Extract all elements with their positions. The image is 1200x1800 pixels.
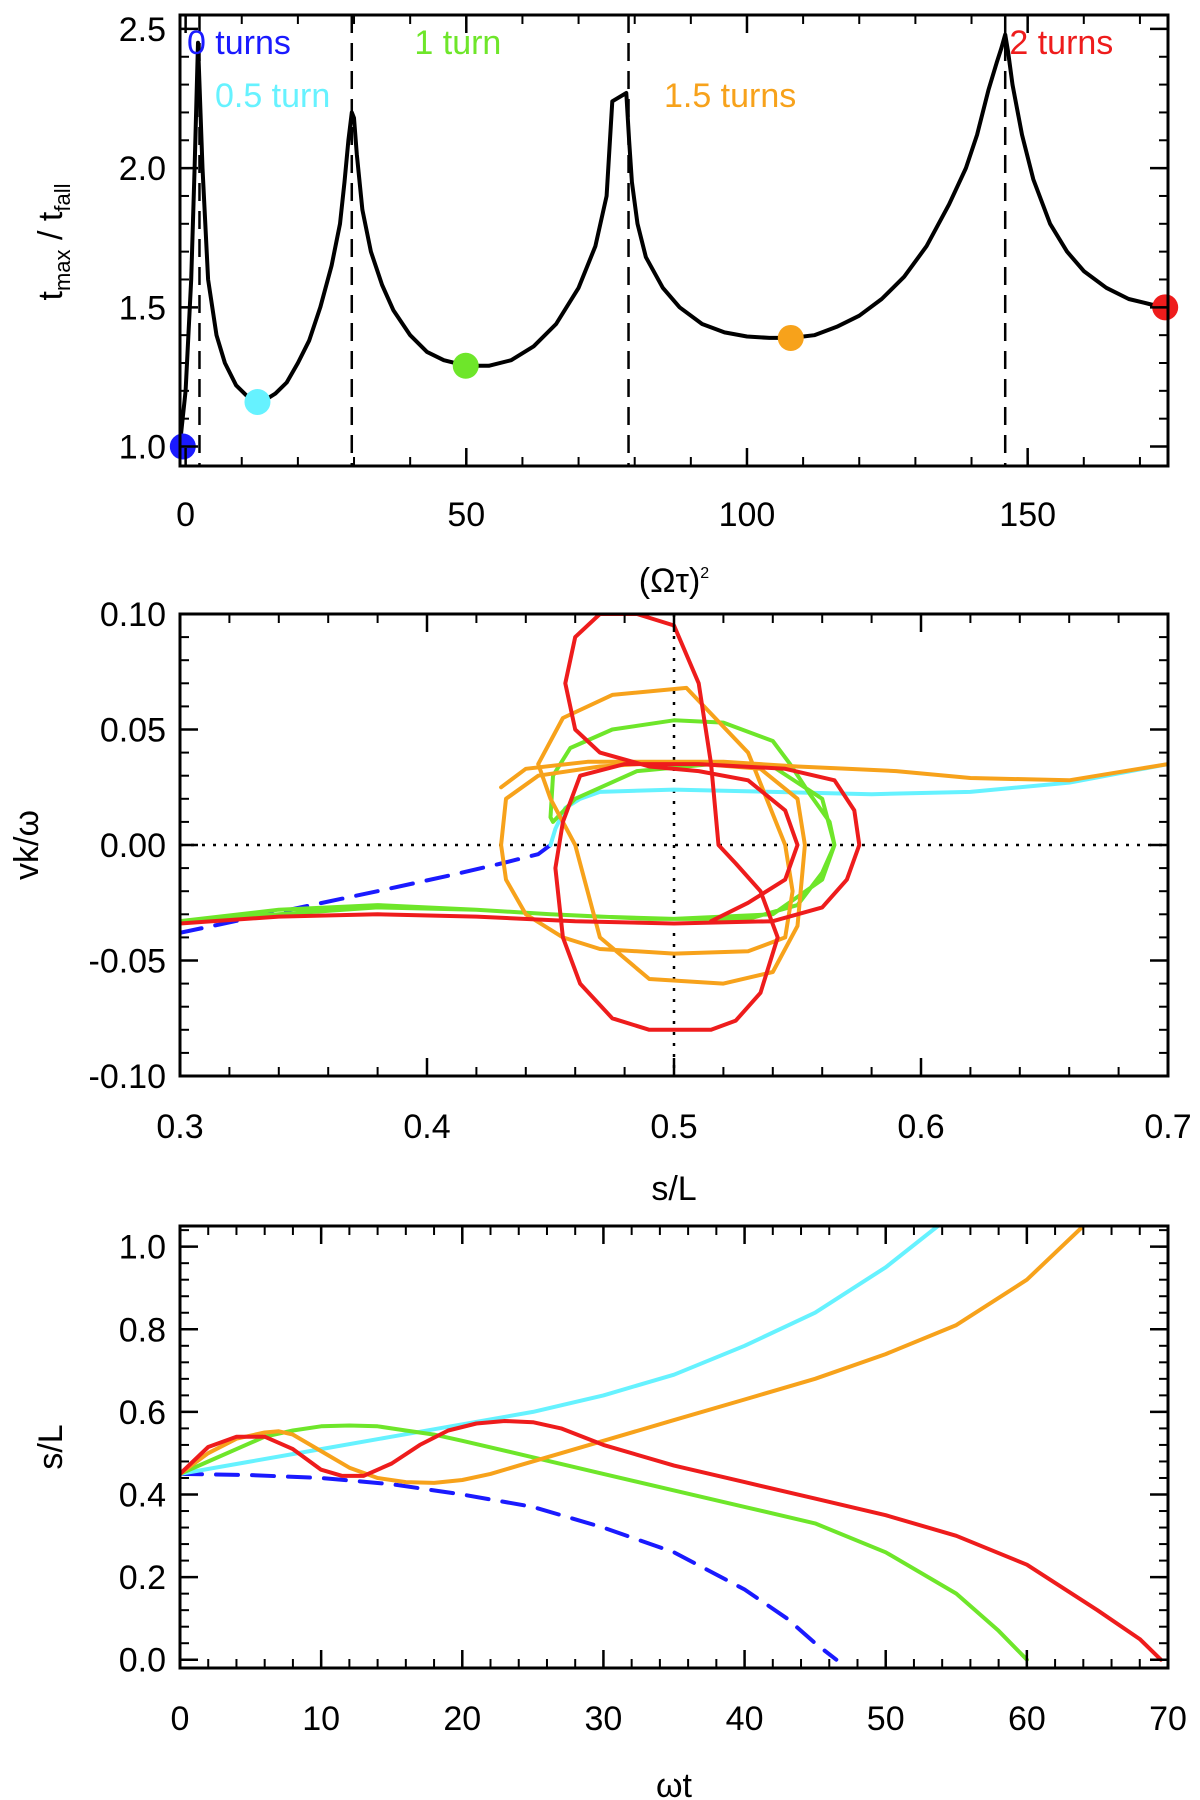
- bottom-x-tick-label: 10: [302, 1700, 340, 1738]
- middle-x-tick-label: 0.3: [156, 1108, 203, 1146]
- panel-bottom-chart: ωt s/L 0 10 20 30 40 50 60 70 0.0 0.2 0.4 0.6 0.8 1.0: [32, 1224, 1187, 1800]
- middle-series-green-line: [180, 718, 837, 924]
- bottom-series-orange-line: [180, 1226, 1086, 1485]
- bottom-x-tick-label: 50: [867, 1700, 905, 1738]
- bottom-x-tick-label: 20: [443, 1700, 481, 1738]
- top-x-tick-label: 50: [447, 496, 485, 534]
- top-y-tick-label: 2.0: [119, 150, 166, 188]
- bottom-plot-area: [180, 1226, 1163, 1662]
- top-marker-orange: [777, 324, 804, 351]
- bottom-x-tick-label: 40: [726, 1700, 764, 1738]
- middle-y-tick-label: 0.10: [100, 596, 166, 634]
- top-series-black-line: [180, 32, 1168, 446]
- top-x-tick-label: 0: [176, 496, 195, 534]
- middle-x-tick-label: 0.4: [403, 1108, 450, 1146]
- top-marker-green: [452, 352, 479, 379]
- middle-y-tick-label: 0.05: [100, 712, 166, 750]
- middle-y-tick-label: 0.00: [100, 827, 166, 865]
- top-x-axis-label: (Ωτ)2: [639, 562, 710, 600]
- middle-x-tick-label: 0.5: [650, 1108, 697, 1146]
- bottom-series-red-line: [180, 1419, 1163, 1662]
- bottom-plot-frame: [178, 1224, 1170, 1670]
- top-annotation-label: 1.5 turns: [664, 77, 796, 115]
- panel-top-chart: 0 turns 1 turn 0.5 turn 1.5 turns 2 turns (Ω…: [32, 11, 1179, 600]
- middle-x-axis-label: s/L: [651, 1170, 696, 1208]
- bottom-x-tick-label: 60: [1008, 1700, 1046, 1738]
- middle-y-tick-label: -0.10: [89, 1058, 167, 1096]
- bottom-y-tick-label: 0.2: [119, 1559, 166, 1597]
- top-y-tick-label: 2.5: [119, 11, 166, 49]
- bottom-series-blue-line: [180, 1471, 839, 1662]
- middle-plot-area: [180, 614, 1168, 1076]
- middle-x-tick-label: 0.6: [897, 1108, 944, 1146]
- top-y-axis-label: tmax / tfall: [32, 184, 75, 301]
- bottom-y-axis-label: s/L: [32, 1424, 70, 1469]
- bottom-x-tick-label: 0: [171, 1700, 190, 1738]
- bottom-series-cyan-line: [180, 1226, 940, 1476]
- top-marker-cyan: [244, 388, 271, 415]
- middle-x-tick-label: 0.7: [1144, 1108, 1191, 1146]
- middle-series-red-line: [180, 614, 862, 1032]
- bottom-x-tick-label: 70: [1149, 1700, 1187, 1738]
- bottom-y-tick-label: 0.0: [119, 1642, 166, 1680]
- middle-y-tick-label: -0.05: [89, 943, 167, 981]
- top-plot-frame: [178, 13, 1170, 468]
- bottom-y-tick-label: 0.4: [119, 1477, 166, 1515]
- top-x-tick-label: 150: [999, 496, 1056, 534]
- top-y-tick-label: 1.0: [119, 429, 166, 467]
- top-annotation-label: 0.5 turn: [215, 77, 330, 115]
- bottom-y-tick-label: 0.8: [119, 1311, 166, 1349]
- bottom-x-tick-label: 30: [585, 1700, 623, 1738]
- middle-y-axis-label: vk/ω: [8, 810, 46, 880]
- top-annotation-label: 1 turn: [414, 24, 501, 62]
- top-annotation-label: 0 turns: [187, 24, 291, 62]
- top-x-tick-label: 100: [719, 496, 776, 534]
- bottom-y-tick-label: 1.0: [119, 1229, 166, 1267]
- middle-series-blue-line: [180, 843, 553, 935]
- panel-middle-chart: s/L vk/ω 0.3 0.4 0.5 0.6 0.7 -0.10 -0.05 0.00 0.…: [8, 596, 1192, 1208]
- bottom-x-axis-label: ωt: [656, 1767, 693, 1800]
- bottom-series-green-line: [180, 1423, 1029, 1662]
- top-annotation-label: 2 turns: [1009, 24, 1113, 62]
- top-y-tick-label: 1.5: [119, 289, 166, 327]
- bottom-y-tick-label: 0.6: [119, 1394, 166, 1432]
- top-plot-area: 0 turns 1 turn 0.5 turn 1.5 turns 2 turns: [169, 15, 1179, 466]
